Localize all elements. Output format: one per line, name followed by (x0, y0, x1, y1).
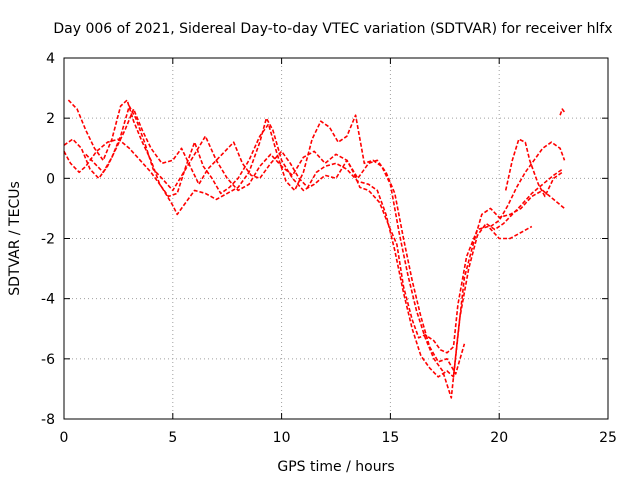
y-tick-label: 0 (46, 171, 55, 187)
series-sat-c (63, 108, 563, 378)
x-tick-label: 10 (273, 430, 291, 446)
grid (64, 58, 608, 419)
y-tick-label: -4 (41, 292, 55, 308)
y-tick-label: -6 (41, 352, 55, 368)
x-tick-label: 0 (60, 430, 69, 446)
series-sat-b (67, 99, 566, 399)
series-layer (63, 99, 566, 399)
series-sat-f (504, 138, 563, 198)
chart-title: Day 006 of 2021, Sidereal Day-to-day VTE… (53, 21, 612, 37)
axis-ticks: 0 5 10 15 20 25 -8 -6 -4 -2 0 2 4 (41, 51, 617, 446)
series-sat-g (559, 108, 566, 116)
y-tick-label: -2 (41, 232, 55, 248)
series-sat-d (85, 105, 466, 375)
y-tick-label: 2 (46, 111, 55, 127)
y-tick-label: 4 (46, 51, 55, 67)
x-axis-label: GPS time / hours (277, 459, 394, 475)
x-tick-label: 5 (168, 430, 177, 446)
series-sat-a (63, 117, 533, 354)
x-tick-label: 15 (381, 430, 399, 446)
y-axis-label: SDTVAR / TECUs (7, 181, 23, 296)
x-tick-label: 20 (490, 430, 508, 446)
y-tick-label: -8 (41, 412, 55, 428)
series-sat-e (490, 141, 566, 228)
x-tick-label: 25 (599, 430, 617, 446)
